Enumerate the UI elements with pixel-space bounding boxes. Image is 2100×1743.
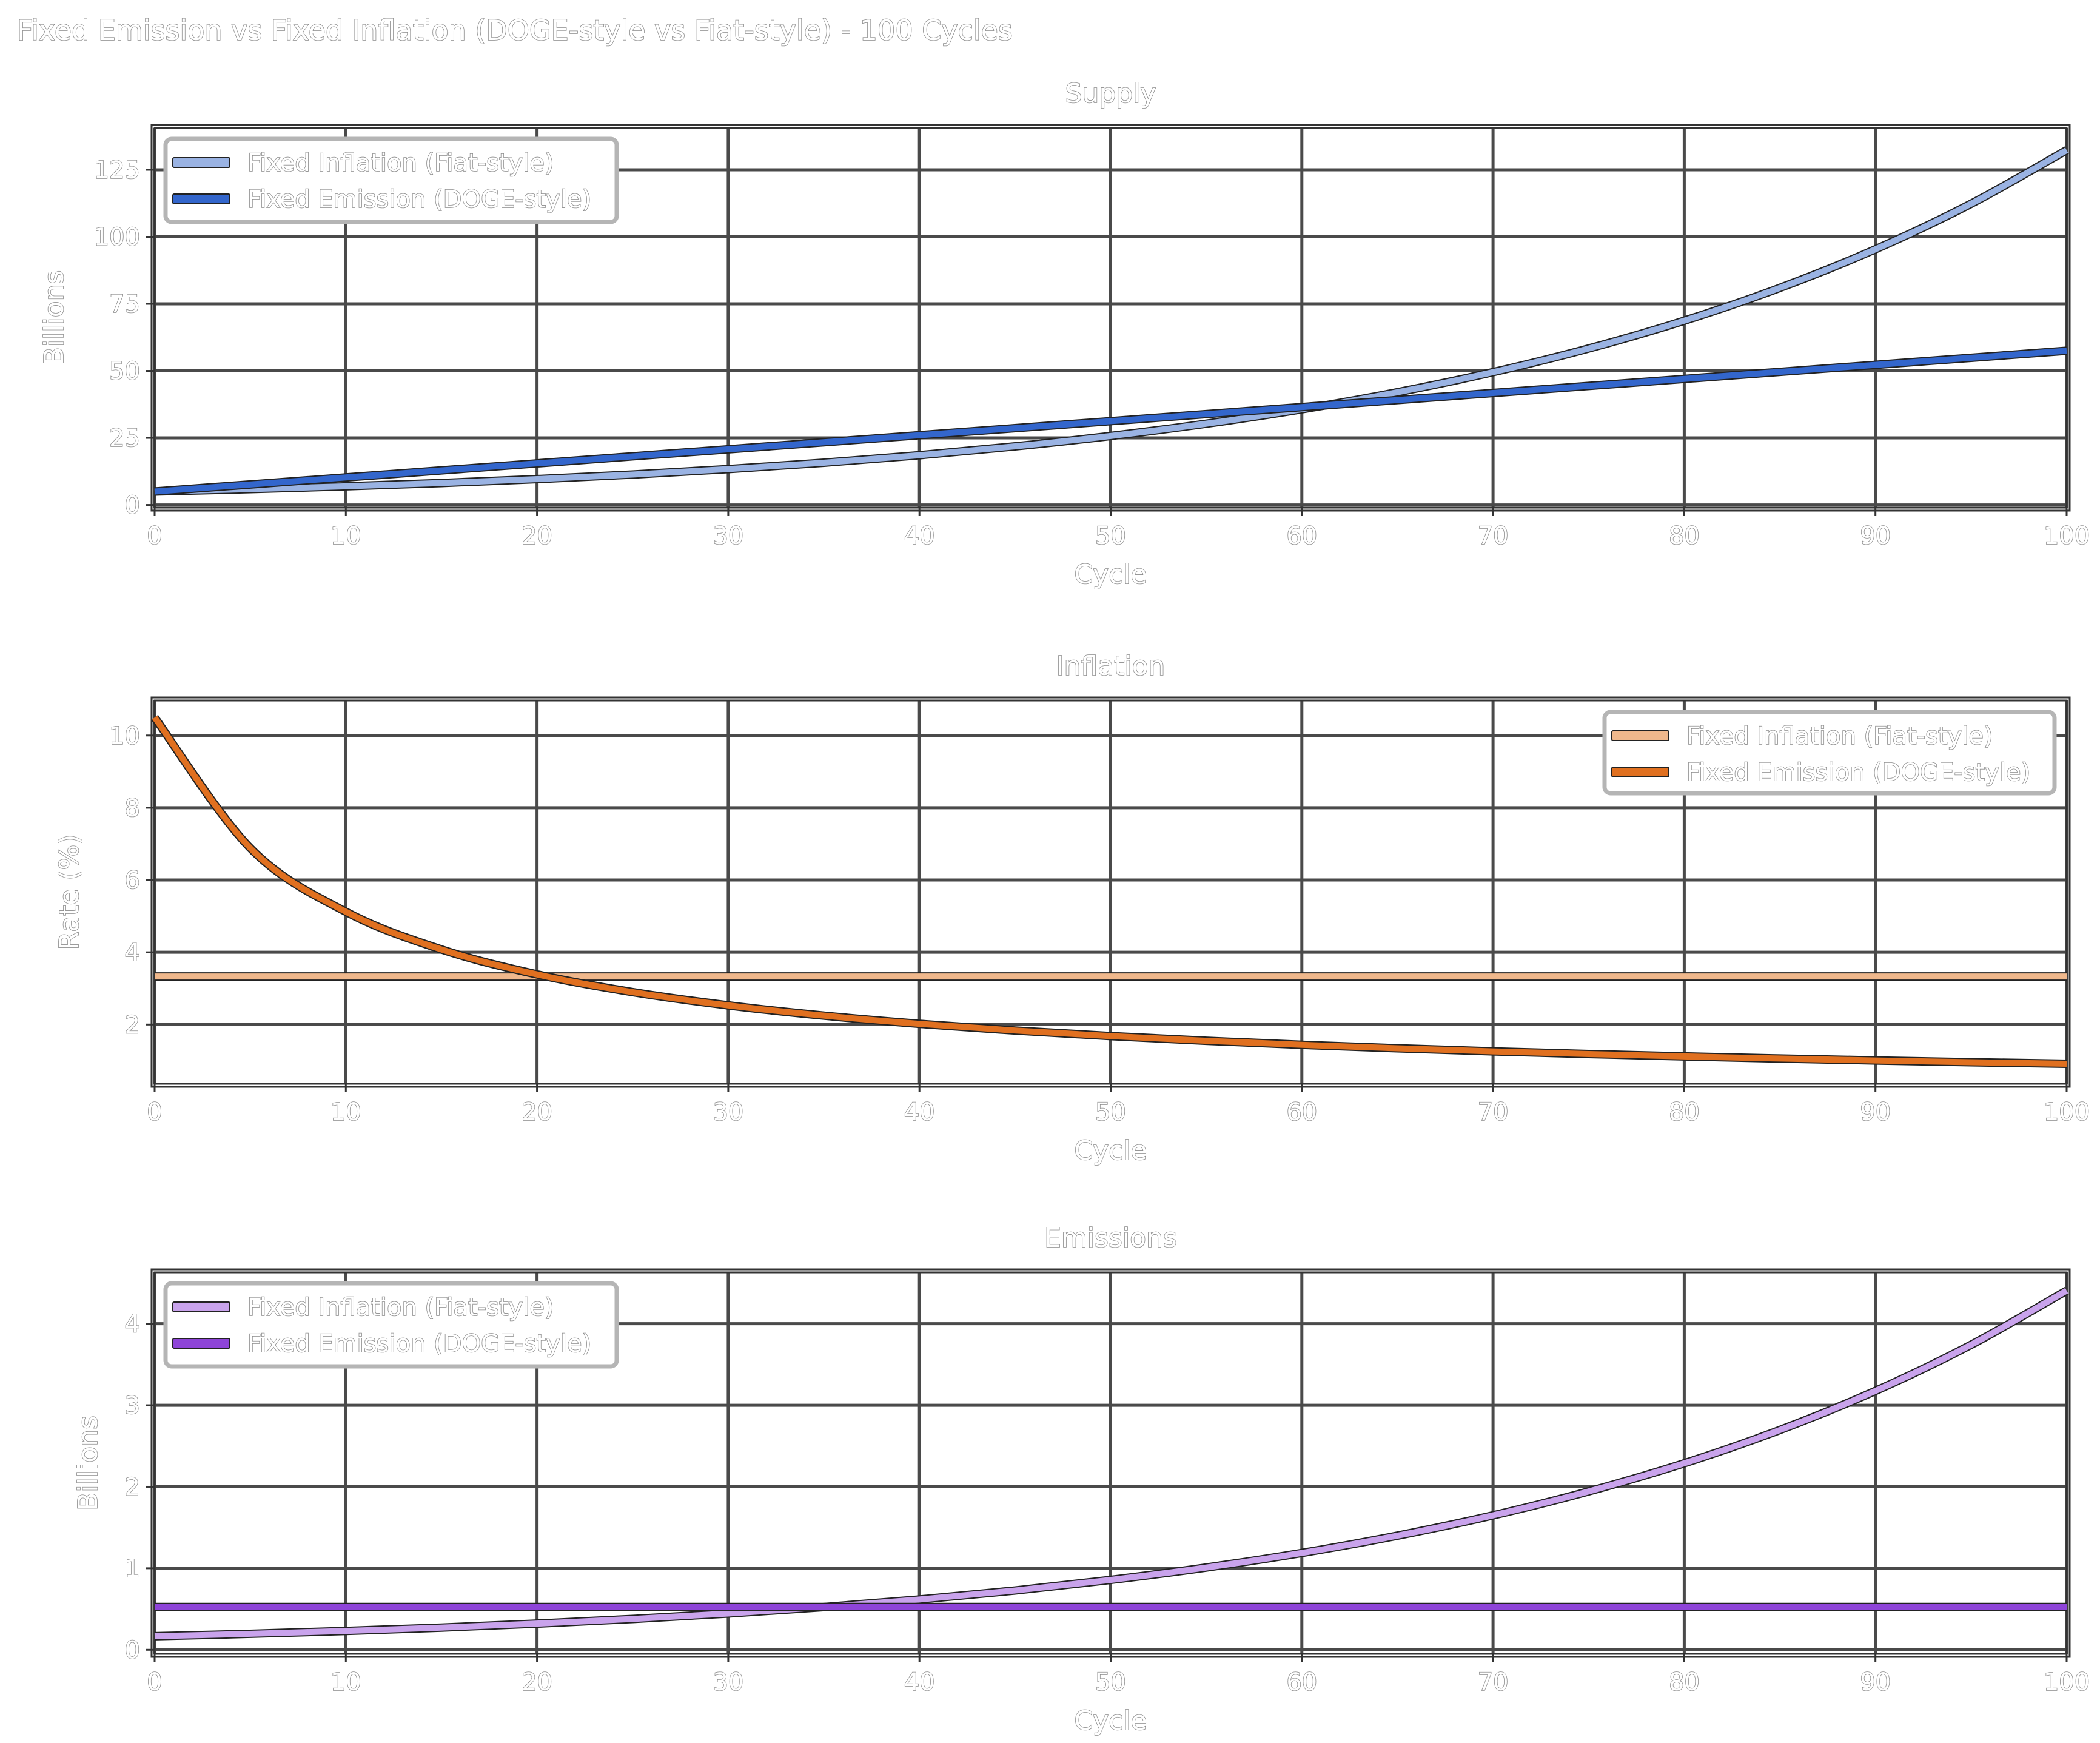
y-tick-label: 25 <box>109 425 140 452</box>
legend-label: Fixed Inflation (Fiat-style) <box>247 149 554 177</box>
x-tick-label: 100 <box>2044 522 2090 550</box>
x-tick-label: 70 <box>1478 1668 1509 1696</box>
legend-swatch <box>172 157 230 168</box>
x-tick-label: 30 <box>713 1098 743 1126</box>
y-tick-label: 0 <box>125 1636 140 1664</box>
y-tick-label: 2 <box>125 1011 140 1039</box>
series-line <box>154 1288 2068 1639</box>
x-tick-label: 30 <box>713 1668 743 1696</box>
legend: Fixed Inflation (Fiat-style) Fixed Emissi… <box>163 1281 619 1369</box>
y-tick-label: 1 <box>125 1555 140 1583</box>
y-tick-label: 100 <box>94 223 140 251</box>
subplot-title: Supply <box>1065 78 1156 109</box>
x-tick-label: 20 <box>522 1098 552 1126</box>
x-tick-label: 40 <box>904 1098 935 1126</box>
y-tick-label: 125 <box>94 156 140 184</box>
legend-swatch <box>1611 730 1669 741</box>
legend-swatch <box>172 1301 230 1312</box>
x-tick-label: 0 <box>147 522 162 550</box>
y-axis-label: Billions <box>73 1416 104 1511</box>
legend: Fixed Inflation (Fiat-style) Fixed Emissi… <box>1602 710 2057 796</box>
x-tick-label: 80 <box>1669 1668 1700 1696</box>
legend-swatch <box>1611 767 1669 777</box>
series-fixed-inflation <box>154 1287 2069 1641</box>
series-line <box>154 348 2067 495</box>
axes-frame <box>153 699 2068 1085</box>
x-tick-label: 70 <box>1478 522 1509 550</box>
x-tick-label: 20 <box>522 1668 552 1696</box>
x-axis-label: Cycle <box>1074 559 1147 590</box>
x-tick-label: 90 <box>1860 1668 1891 1696</box>
legend-box <box>163 136 619 224</box>
series-fixed-emission <box>151 714 2067 1069</box>
x-tick-label: 10 <box>330 1098 361 1126</box>
legend-label: Fixed Emission (DOGE-style) <box>1686 759 2030 787</box>
x-tick-label: 50 <box>1095 1098 1126 1126</box>
legend-label: Fixed Inflation (Fiat-style) <box>247 1294 554 1322</box>
figure-title: Fixed Emission vs Fixed Inflation (DOGE-… <box>17 14 1013 47</box>
y-tick-label: 0 <box>125 492 140 520</box>
x-tick-label: 10 <box>330 522 361 550</box>
subplot-emissions: Emissions 0 10 20 30 40 50 60 70 80 90 100 0 1 2 3 4 Cycl… <box>72 1222 2090 1737</box>
x-tick-label: 100 <box>2044 1098 2090 1126</box>
x-tick-label: 80 <box>1669 522 1700 550</box>
x-tick-label: 50 <box>1095 1668 1126 1696</box>
legend-label: Fixed Emission (DOGE-style) <box>247 1330 591 1358</box>
x-tick-label: 50 <box>1095 522 1126 550</box>
y-tick-label: 2 <box>125 1473 140 1501</box>
subplot-supply: Supply 0 10 20 30 40 50 60 70 80 90 100 0 25 50 75 100 12… <box>38 78 2090 591</box>
legend-label: Fixed Emission (DOGE-style) <box>247 186 591 213</box>
series-fixed-inflation <box>154 146 2069 496</box>
legend: Fixed Inflation (Fiat-style) Fixed Emissi… <box>163 136 619 224</box>
x-tick-label: 60 <box>1286 1098 1317 1126</box>
x-axis-label: Cycle <box>1074 1135 1147 1166</box>
axes-frame-outer <box>150 1268 2071 1658</box>
legend-swatch <box>172 193 230 204</box>
legend-box <box>1602 710 2057 796</box>
subplot-title: Inflation <box>1056 651 1166 682</box>
axes-frame-outer <box>150 124 2071 512</box>
legend-swatch <box>172 1338 230 1349</box>
y-axis-label: Rate (%) <box>54 834 85 950</box>
y-tick-label: 50 <box>109 358 140 386</box>
x-tick-label: 20 <box>522 522 552 550</box>
x-tick-label: 30 <box>713 522 743 550</box>
y-axis-label: Billions <box>39 270 70 366</box>
axes-frame <box>153 1271 2068 1655</box>
x-tick-label: 0 <box>147 1668 162 1696</box>
y-tick-label: 4 <box>125 939 140 967</box>
series-line <box>154 147 2068 495</box>
x-tick-label: 100 <box>2044 1668 2090 1696</box>
x-tick-label: 40 <box>904 1668 935 1696</box>
y-tick-label: 6 <box>125 867 140 895</box>
legend-box <box>163 1281 619 1369</box>
series-line <box>152 716 2067 1067</box>
axes-frame <box>153 127 2068 509</box>
y-tick-label: 8 <box>125 794 140 822</box>
x-tick-label: 0 <box>147 1098 162 1126</box>
x-tick-label: 80 <box>1669 1098 1700 1126</box>
subplot-title: Emissions <box>1044 1223 1177 1254</box>
x-tick-label: 90 <box>1860 1098 1891 1126</box>
y-tick-label: 75 <box>109 290 140 318</box>
x-axis-label: Cycle <box>1074 1705 1147 1736</box>
x-tick-label: 40 <box>904 522 935 550</box>
axes-frame-outer <box>150 696 2071 1088</box>
y-tick-label: 10 <box>109 722 140 750</box>
x-tick-label: 60 <box>1286 522 1317 550</box>
series-fixed-emission <box>154 346 2067 496</box>
x-tick-label: 60 <box>1286 1668 1317 1696</box>
x-tick-label: 10 <box>330 1668 361 1696</box>
y-tick-label: 3 <box>125 1392 140 1420</box>
subplot-inflation: Inflation 0 10 20 30 40 50 60 70 80 90 100 2 4 6 8 10 Cyc… <box>53 650 2090 1167</box>
x-tick-label: 70 <box>1478 1098 1509 1126</box>
x-tick-label: 90 <box>1860 522 1891 550</box>
legend-label: Fixed Inflation (Fiat-style) <box>1686 722 1993 750</box>
y-tick-label: 4 <box>125 1311 140 1338</box>
